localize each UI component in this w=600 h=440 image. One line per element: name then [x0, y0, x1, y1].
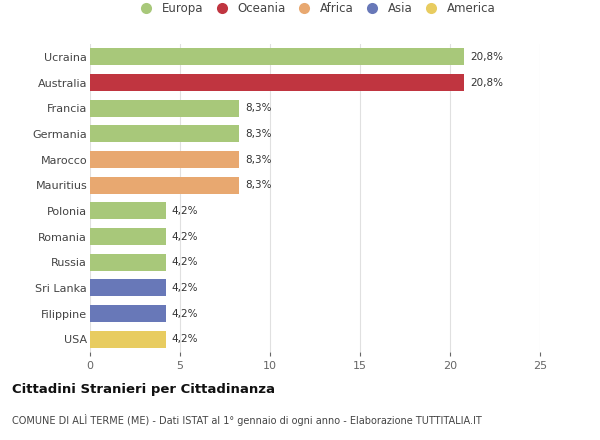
Bar	[90, 100, 239, 117]
Text: 20,8%: 20,8%	[470, 52, 503, 62]
Text: 4,2%: 4,2%	[171, 206, 197, 216]
Bar	[90, 254, 166, 271]
Bar	[90, 177, 239, 194]
Bar	[90, 48, 464, 65]
Text: 8,3%: 8,3%	[245, 103, 271, 113]
Bar	[90, 305, 166, 322]
Text: Cittadini Stranieri per Cittadinanza: Cittadini Stranieri per Cittadinanza	[12, 383, 275, 396]
Bar	[90, 74, 464, 91]
Legend: Europa, Oceania, Africa, Asia, America: Europa, Oceania, Africa, Asia, America	[130, 0, 500, 20]
Text: 8,3%: 8,3%	[245, 154, 271, 165]
Bar	[90, 202, 166, 219]
Bar	[90, 279, 166, 296]
Text: 4,2%: 4,2%	[171, 283, 197, 293]
Text: 4,2%: 4,2%	[171, 308, 197, 319]
Text: 8,3%: 8,3%	[245, 180, 271, 190]
Bar	[90, 151, 239, 168]
Text: COMUNE DI ALÌ TERME (ME) - Dati ISTAT al 1° gennaio di ogni anno - Elaborazione : COMUNE DI ALÌ TERME (ME) - Dati ISTAT al…	[12, 414, 482, 425]
Bar	[90, 228, 166, 245]
Text: 20,8%: 20,8%	[470, 77, 503, 88]
Text: 4,2%: 4,2%	[171, 231, 197, 242]
Bar	[90, 331, 166, 348]
Text: 8,3%: 8,3%	[245, 129, 271, 139]
Text: 4,2%: 4,2%	[171, 257, 197, 267]
Text: 4,2%: 4,2%	[171, 334, 197, 344]
Bar	[90, 125, 239, 142]
